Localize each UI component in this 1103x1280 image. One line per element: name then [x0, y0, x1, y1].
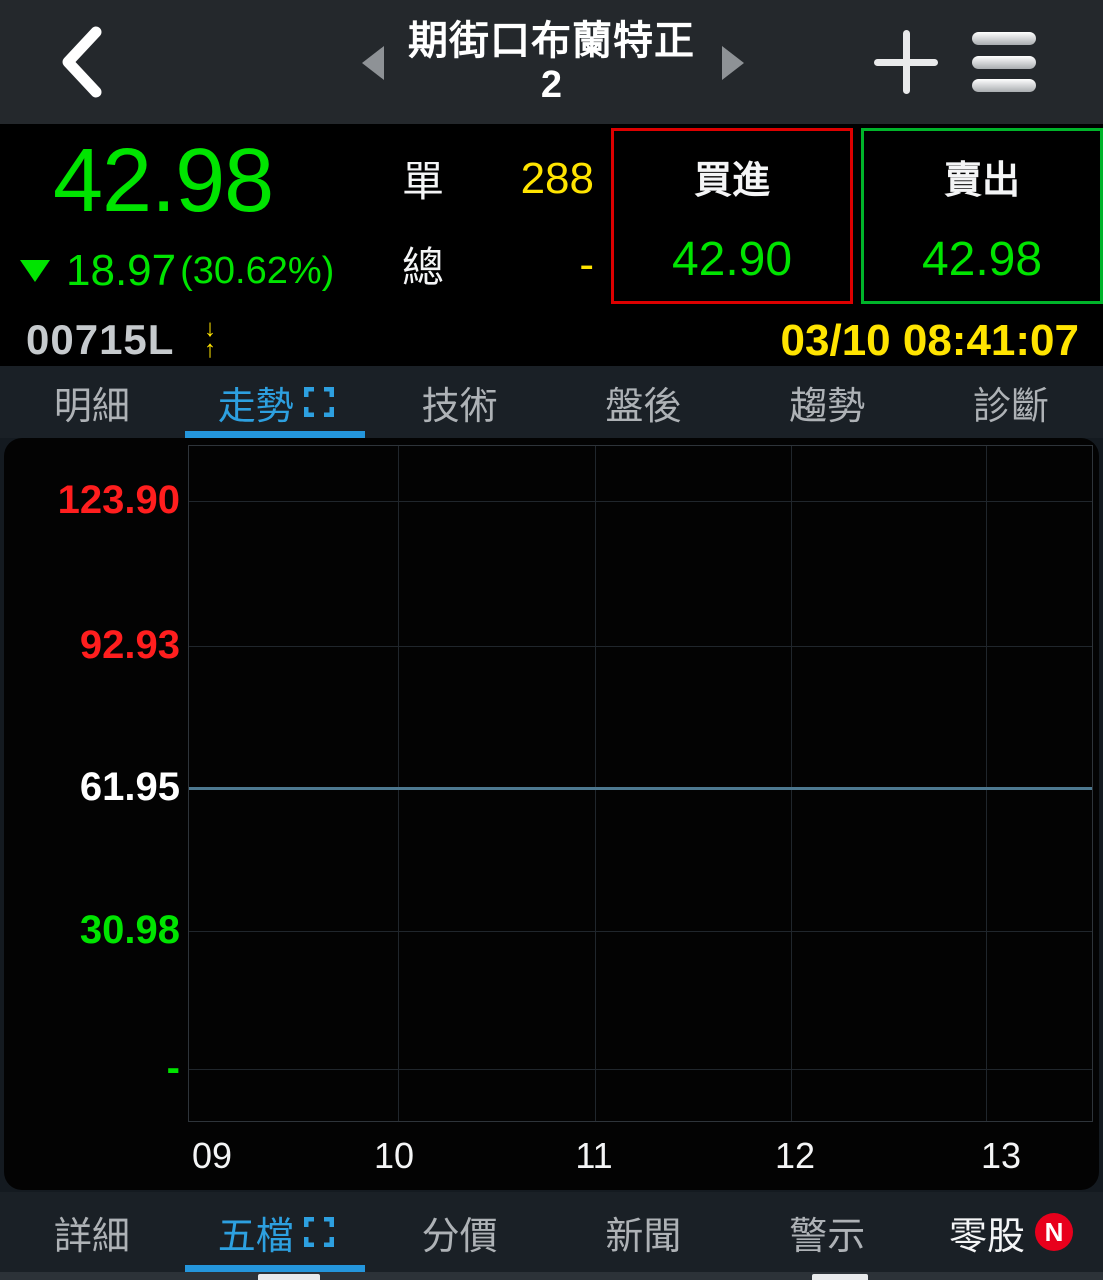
tab-tendency[interactable]: 趨勢 — [735, 366, 919, 438]
v-gridline — [398, 446, 399, 1121]
new-badge: N — [1035, 1213, 1074, 1251]
single-volume-label: 單 — [402, 158, 445, 205]
expand-icon — [303, 387, 334, 417]
back-button[interactable] — [48, 22, 118, 102]
tab-label: 走勢 — [217, 385, 294, 428]
next-panel-peek — [0, 1272, 1103, 1280]
tab-label: 分價 — [421, 1215, 498, 1258]
down-triangle-icon — [20, 260, 50, 282]
tab-after-hours[interactable]: 盤後 — [551, 366, 735, 438]
y-axis-tick: 30.98 — [79, 908, 180, 952]
y-axis-tick: 123.90 — [57, 478, 180, 522]
menu-button[interactable] — [972, 32, 1036, 92]
ask-price: 42.98 — [921, 233, 1043, 286]
tab-label: 趨勢 — [789, 385, 866, 428]
tab-five-depth[interactable]: 五檔 — [184, 1192, 368, 1272]
partial-glyph — [258, 1274, 320, 1280]
symbol-code: 00715L — [26, 316, 175, 363]
price-change-row: 18.97 (30.62%) — [20, 246, 334, 296]
top-tabbar: 明細 走勢 技術 盤後 趨勢 診斷 — [0, 366, 1103, 438]
bottom-tabbar: 詳細 五檔 分價 新聞 警示 零股 N — [0, 1192, 1103, 1272]
expand-icon — [303, 1217, 334, 1247]
tab-price-volume[interactable]: 分價 — [368, 1192, 552, 1272]
tab-diagnosis[interactable]: 診斷 — [919, 366, 1103, 438]
total-volume-value: - — [579, 239, 594, 289]
tab-technical[interactable]: 技術 — [368, 366, 552, 438]
symbol-row: 00715L ↓ ↑ 03/10 08:41:07 — [0, 312, 1103, 366]
tab-label: 明細 — [53, 385, 130, 428]
h-gridline — [189, 1069, 1092, 1070]
quote-datetime: 03/10 08:41:07 — [780, 316, 1079, 365]
h-gridline — [189, 501, 1092, 502]
add-symbol-button[interactable] — [872, 28, 940, 96]
last-price: 42.98 — [53, 131, 274, 231]
hamburger-icon — [972, 79, 1036, 92]
tab-label: 五檔 — [217, 1215, 294, 1258]
tab-label: 詳細 — [53, 1215, 130, 1258]
intraday-chart-panel: 123.90 92.93 61.95 30.98 - 09 10 11 12 1… — [4, 438, 1099, 1190]
x-axis-tick: 10 — [373, 1135, 415, 1176]
title-wrap: 期街口布蘭特正 2 — [0, 0, 1103, 124]
symbol-name: 期街口布蘭特正 — [408, 19, 695, 63]
total-volume-row: 總 - — [402, 234, 594, 295]
prev-symbol-arrow-icon[interactable] — [362, 46, 384, 80]
page-title: 期街口布蘭特正 2 — [408, 18, 695, 106]
y-axis-tick: 61.95 — [79, 765, 180, 809]
bid-price: 42.90 — [671, 233, 793, 286]
h-gridline — [189, 931, 1092, 932]
header-bar: 期街口布蘭特正 2 — [0, 0, 1103, 124]
v-gridline — [595, 446, 596, 1121]
tab-label: 診斷 — [973, 385, 1050, 428]
bid-box[interactable]: 買進 42.90 — [611, 128, 853, 304]
x-axis-tick: 13 — [980, 1135, 1022, 1176]
ask-box[interactable]: 賣出 42.98 — [861, 128, 1103, 304]
change-percent: (30.62%) — [180, 249, 335, 292]
total-volume-label: 總 — [402, 244, 445, 291]
tab-alerts[interactable]: 警示 — [735, 1192, 919, 1272]
hamburger-icon — [972, 32, 1036, 45]
collapse-arrows-icon[interactable]: ↓ ↑ — [204, 315, 216, 363]
tab-label: 零股 — [949, 1215, 1026, 1258]
x-axis-tick: 11 — [575, 1135, 613, 1176]
single-volume-row: 單 288 — [402, 148, 594, 209]
tab-label: 警示 — [789, 1215, 866, 1258]
x-axis-tick: 09 — [191, 1135, 233, 1176]
hamburger-icon — [972, 55, 1036, 69]
change-value: 18.97 — [66, 246, 177, 295]
tab-label: 新聞 — [605, 1215, 682, 1258]
tab-odd-lot[interactable]: 零股 N — [919, 1192, 1103, 1272]
bid-label: 買進 — [693, 160, 770, 202]
quote-section: 42.98 18.97 (30.62%) 單 288 總 - 買進 42.90 … — [0, 124, 1103, 312]
tab-trend-chart[interactable]: 走勢 — [184, 366, 368, 438]
x-axis-tick: 12 — [774, 1135, 816, 1176]
back-chevron-icon — [62, 26, 102, 98]
tab-details[interactable]: 詳細 — [0, 1192, 184, 1272]
symbol-name-line2: 2 — [540, 64, 563, 106]
y-axis-tick: 92.93 — [79, 623, 180, 667]
tab-news[interactable]: 新聞 — [551, 1192, 735, 1272]
tab-detail[interactable]: 明細 — [0, 366, 184, 438]
tab-label: 技術 — [421, 385, 498, 428]
h-gridline — [189, 646, 1092, 647]
reference-price-line — [189, 787, 1092, 790]
v-gridline — [791, 446, 792, 1121]
single-volume-value: 288 — [520, 153, 594, 203]
chart-plot-area[interactable] — [188, 445, 1093, 1122]
v-gridline — [986, 446, 987, 1121]
next-symbol-arrow-icon[interactable] — [722, 46, 744, 80]
ask-label: 賣出 — [943, 160, 1020, 202]
y-axis-tick: - — [166, 1046, 180, 1090]
partial-glyph — [812, 1274, 868, 1280]
tab-label: 盤後 — [605, 385, 682, 428]
